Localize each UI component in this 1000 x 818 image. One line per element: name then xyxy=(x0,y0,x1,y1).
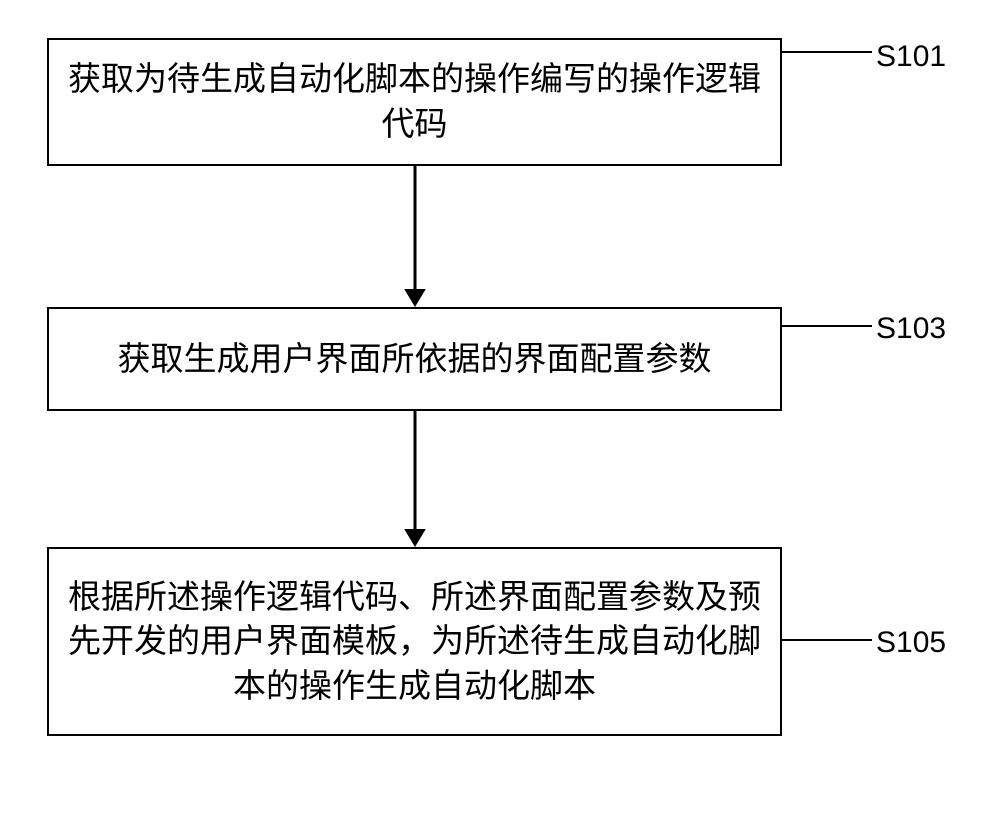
label-connector-2 xyxy=(0,0,1000,818)
flowchart-canvas: 获取为待生成自动化脚本的操作编写的操作逻辑代码S101获取生成用户界面所依据的界… xyxy=(0,0,1000,818)
